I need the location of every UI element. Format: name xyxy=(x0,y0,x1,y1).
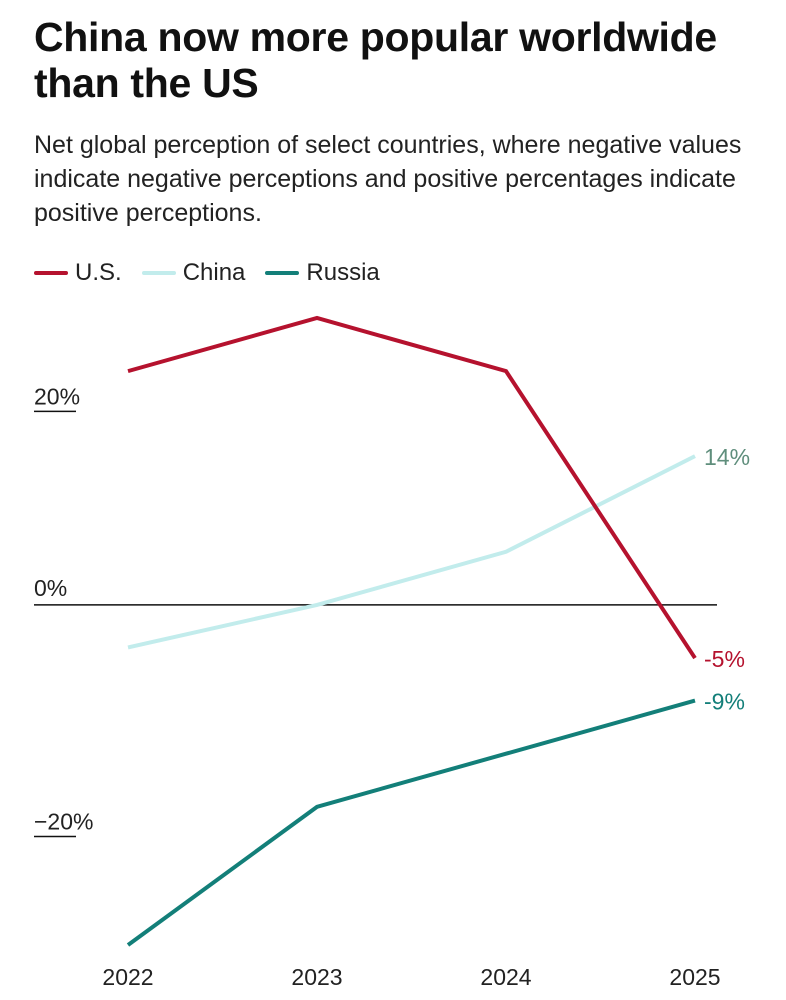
end-label-china: 14% xyxy=(704,444,750,470)
legend-swatch-china xyxy=(141,271,176,275)
legend-item-china: China xyxy=(141,259,246,287)
x-tick-label-2025: 2025 xyxy=(669,964,720,990)
series-line-us xyxy=(127,315,697,660)
series-line-russia xyxy=(126,698,696,947)
chart-subtitle: Net global perception of select countrie… xyxy=(34,131,742,227)
legend-swatch-us xyxy=(34,271,68,275)
legend-label-us: U.S. xyxy=(75,259,122,286)
x-tick-label-2024: 2024 xyxy=(480,964,531,990)
legend-swatch-russia xyxy=(265,271,300,275)
legend-item-russia: Russia xyxy=(265,259,380,287)
legend: U.S. China Russia xyxy=(34,258,400,288)
end-label-russia: -9% xyxy=(704,689,745,715)
y-tick-label-pos20: 20% xyxy=(34,383,80,409)
legend-label-russia: Russia xyxy=(306,259,380,286)
chart-title: China now more popular worldwide than th… xyxy=(34,14,717,106)
y-tick-label-neg20: −20% xyxy=(34,808,93,834)
x-tick-label-2023: 2023 xyxy=(291,964,342,990)
legend-label-china: China xyxy=(182,259,246,286)
end-label-us: -5% xyxy=(704,646,745,672)
series-line-china xyxy=(127,454,696,650)
y-tick-label-zero: 0% xyxy=(34,575,67,601)
x-tick-label-2022: 2022 xyxy=(102,964,153,990)
legend-item-us: U.S. xyxy=(34,259,122,287)
